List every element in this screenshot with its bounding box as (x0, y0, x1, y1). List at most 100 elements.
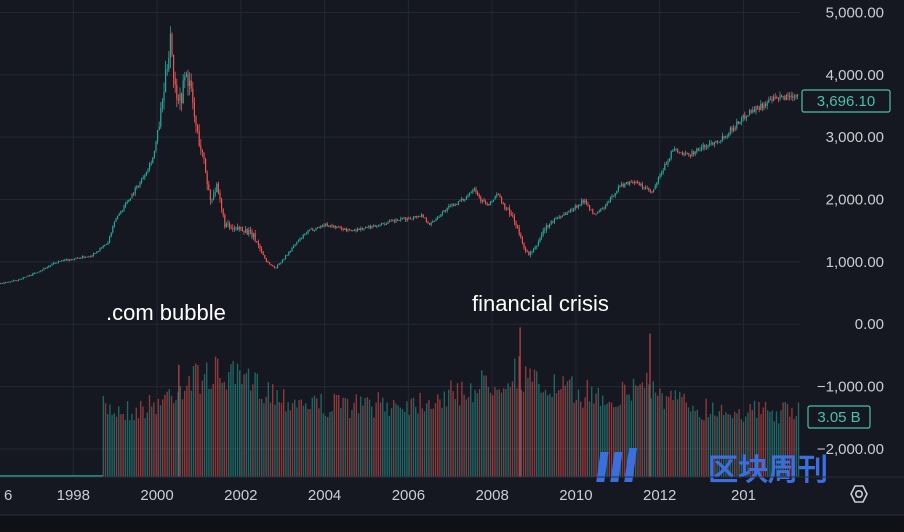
candle-body (225, 224, 227, 228)
candle-body (144, 175, 146, 178)
candle-body (94, 253, 96, 255)
candle-body (600, 208, 602, 211)
time-tick-label: 2002 (224, 487, 257, 504)
volume-bar (529, 368, 531, 477)
candle-body (638, 182, 640, 186)
time-axis[interactable]: 6 1998 2000 2002 2004 2006 2008 2010 2012 201 (4, 487, 756, 504)
volume-bar (637, 386, 639, 477)
candle-body (331, 225, 333, 227)
volume-bar (443, 391, 446, 477)
candle-body (795, 94, 797, 98)
candle-body (515, 221, 517, 226)
candle-body (499, 194, 501, 198)
candle-body (221, 199, 223, 209)
candle-body (766, 102, 768, 106)
candle-body (125, 203, 127, 207)
volume-bar (225, 389, 228, 477)
volume-bar (346, 398, 349, 477)
candle-body (409, 218, 411, 220)
candle-body (507, 208, 509, 210)
volume-bar (516, 388, 518, 477)
candle-body (384, 223, 386, 225)
candle-body (441, 211, 443, 215)
volume-bar (197, 364, 199, 477)
candle-body (681, 152, 683, 155)
candle-body (648, 187, 650, 191)
candle-body (157, 130, 159, 142)
candle-body (398, 220, 400, 222)
volume-bar (377, 392, 380, 477)
candle-body (313, 229, 315, 231)
volume-bar (793, 418, 795, 477)
candle-body (760, 103, 762, 111)
candle-body (273, 266, 275, 268)
candle-body (517, 225, 519, 228)
candle-body (123, 206, 125, 211)
volume-bar (311, 397, 314, 477)
candle-body (105, 244, 107, 246)
volume-bar (199, 393, 201, 477)
volume-bar (731, 418, 734, 477)
candle-body (504, 203, 506, 209)
volume-bar (538, 384, 540, 477)
candle-body (205, 158, 207, 174)
candle-body (200, 145, 202, 150)
volume-bar (720, 404, 723, 477)
volume-bar (175, 400, 177, 477)
volume-bar (452, 391, 454, 477)
candle-body (709, 143, 711, 146)
volume-bar (555, 392, 558, 477)
price-axis[interactable]: 5,000.00 4,000.00 3,000.00 2,000.00 1,000.00… (817, 4, 884, 457)
volume-bar (432, 408, 435, 477)
candle-body (779, 95, 781, 100)
volume-bar (481, 370, 483, 477)
volume-bar (698, 417, 701, 477)
volume-bar (291, 403, 294, 477)
candle-body (17, 279, 19, 281)
volume-bar (649, 333, 651, 477)
volume-bar (151, 406, 153, 477)
volume-bar (366, 397, 369, 477)
candle-body (126, 201, 128, 204)
gear-icon[interactable] (850, 485, 868, 503)
candle-body (696, 148, 698, 153)
candle-body (717, 140, 719, 142)
candle-body (496, 194, 498, 197)
volume-bar (527, 377, 529, 477)
candle-body (755, 106, 757, 112)
candle-body (297, 240, 299, 243)
volume-bar (375, 402, 377, 477)
candle-body (595, 213, 597, 215)
candle-body (513, 216, 515, 222)
candle-body (145, 171, 147, 176)
candle-body (214, 192, 216, 195)
candle-body (317, 226, 319, 228)
candle-body (67, 259, 69, 261)
volume-bar (157, 398, 160, 477)
volume-bar (753, 400, 756, 477)
time-tick-label: 201 (731, 487, 756, 504)
candle-body (33, 273, 35, 274)
candle-body (117, 215, 119, 219)
candle-body (777, 97, 779, 100)
candle-body (216, 183, 218, 193)
time-tick-label: 2012 (643, 487, 676, 504)
volume-bar (780, 410, 782, 477)
volume-bar (327, 417, 329, 477)
volume-bar (256, 373, 259, 477)
candle-body (472, 190, 474, 193)
volume-bar (166, 391, 168, 477)
candle-body (113, 221, 115, 227)
candle-body (3, 282, 5, 284)
candle-body (494, 196, 496, 200)
candle-body (345, 228, 347, 231)
volume-bar (437, 394, 439, 477)
candle-body (142, 177, 144, 180)
volume-bar (421, 408, 424, 477)
candle-body (366, 227, 368, 228)
candle-body (83, 256, 85, 258)
candle-body (19, 278, 21, 280)
candle-body (265, 258, 267, 262)
candle-body (278, 263, 280, 265)
